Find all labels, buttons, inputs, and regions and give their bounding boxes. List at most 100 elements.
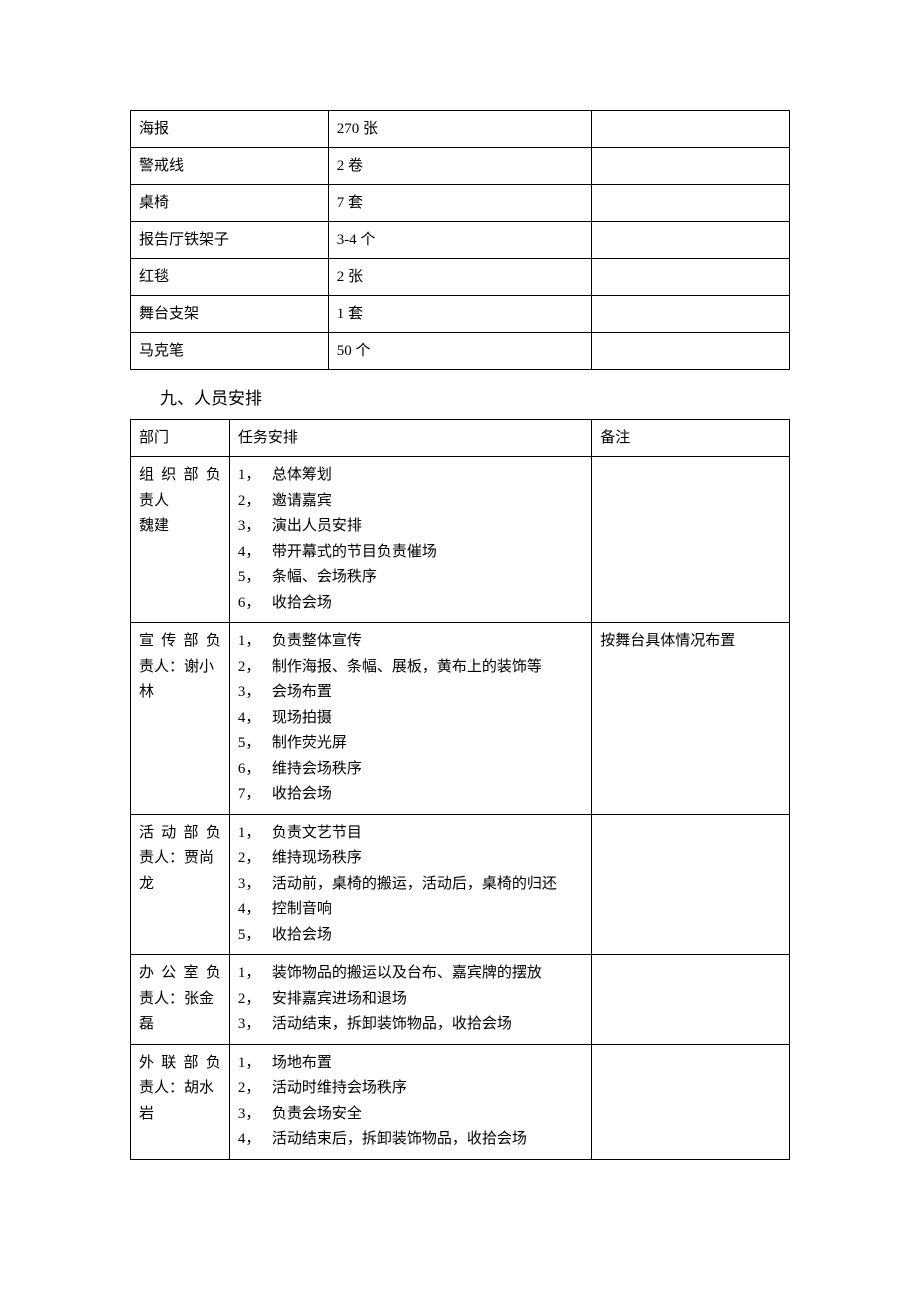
material-note-cell — [592, 111, 790, 148]
remark-cell: 按舞台具体情况布置 — [592, 623, 790, 815]
task-number: 2， — [238, 1076, 261, 1102]
table-row: 外联部负责人：胡水岩1，场地布置2，活动时维持会场秩序3，负责会场安全4，活动结… — [131, 1044, 790, 1159]
task-number: 3， — [238, 1012, 261, 1038]
list-item: 4， 带开幕式的节目负责催场 — [238, 540, 583, 566]
material-item-cell: 警戒线 — [131, 148, 329, 185]
dept-line: 磊 — [139, 1012, 221, 1038]
list-item: 1，场地布置 — [238, 1051, 583, 1077]
list-item: 3，演出人员安排 — [238, 514, 583, 540]
dept-line: 责人 — [139, 489, 221, 515]
table-row: 红毯2 张 — [131, 259, 790, 296]
dept-line: 宣传部负 — [139, 629, 221, 655]
task-number: 4， — [238, 540, 261, 566]
table-row: 警戒线2 卷 — [131, 148, 790, 185]
list-item: 6，维持会场秩序 — [238, 757, 583, 783]
list-item: 4，控制音响 — [238, 897, 583, 923]
dept-line: 外联部负 — [139, 1051, 221, 1077]
task-text: 活动结束，拆卸装饰物品，收拾会场 — [272, 1016, 512, 1032]
remark-cell — [592, 1044, 790, 1159]
material-item-cell: 马克笔 — [131, 333, 329, 370]
remark-cell — [592, 814, 790, 955]
material-qty-cell: 1 套 — [328, 296, 592, 333]
header-cell-tasks: 任务安排 — [229, 420, 591, 457]
task-number: 1， — [238, 961, 261, 987]
header-cell-remark: 备注 — [592, 420, 790, 457]
table-row: 宣传部负责人：谢小林1，负责整体宣传2，制作海报、条幅、展板，黄布上的装饰等3，… — [131, 623, 790, 815]
task-text: 维持现场秩序 — [272, 850, 362, 866]
task-list: 1， 装饰物品的搬运以及台布、嘉宾牌的摆放 2，安排嘉宾进场和退场3， 活动结束，拆卸… — [238, 961, 583, 1038]
remark-cell — [592, 955, 790, 1045]
dept-cell: 组织部负责人魏建 — [131, 457, 230, 623]
material-qty-cell: 3-4 个 — [328, 222, 592, 259]
list-item: 1， 负责整体宣传 — [238, 629, 583, 655]
table-row: 桌椅7 套 — [131, 185, 790, 222]
task-number: 2， — [238, 987, 261, 1013]
material-item-cell: 红毯 — [131, 259, 329, 296]
material-note-cell — [592, 296, 790, 333]
task-text: 负责文艺节目 — [272, 825, 362, 841]
task-number: 1， — [238, 629, 261, 655]
task-text: 制作海报、条幅、展板，黄布上的装饰等 — [272, 659, 542, 675]
list-item: 1，总体筹划 — [238, 463, 583, 489]
task-text: 控制音响 — [272, 901, 332, 917]
task-text: 收拾会场 — [272, 595, 332, 611]
list-item: 3， 活动结束，拆卸装饰物品，收拾会场 — [238, 1012, 583, 1038]
list-item: 7，收拾会场 — [238, 782, 583, 808]
dept-cell: 办公室负责人：张金磊 — [131, 955, 230, 1045]
table-row: 海报270 张 — [131, 111, 790, 148]
task-text: 维持会场秩序 — [272, 761, 362, 777]
table-row: 办公室负责人：张金磊 1， 装饰物品的搬运以及台布、嘉宾牌的摆放 2，安排嘉宾进场和退… — [131, 955, 790, 1045]
list-item: 3，活动前，桌椅的搬运，活动后，桌椅的归还 — [238, 872, 583, 898]
table-row: 马克笔50 个 — [131, 333, 790, 370]
tasks-cell: 1，场地布置2， 活动时维持会场秩序 3，负责会场安全4，活动结束后，拆卸装饰物品，… — [229, 1044, 591, 1159]
material-note-cell — [592, 222, 790, 259]
task-list: 1，场地布置2， 活动时维持会场秩序 3，负责会场安全4，活动结束后，拆卸装饰物品，… — [238, 1051, 583, 1153]
dept-line: 责人：谢小 — [139, 655, 221, 681]
task-text: 现场拍摄 — [272, 710, 332, 726]
list-item: 4，活动结束后，拆卸装饰物品，收拾会场 — [238, 1127, 583, 1153]
list-item: 2，安排嘉宾进场和退场 — [238, 987, 583, 1013]
list-item: 5， 制作荧光屏 — [238, 731, 583, 757]
material-item-cell: 海报 — [131, 111, 329, 148]
list-item: 2， 制作海报、条幅、展板，黄布上的装饰等 — [238, 655, 583, 681]
material-note-cell — [592, 148, 790, 185]
task-number: 4， — [238, 706, 261, 732]
task-text: 制作荧光屏 — [272, 735, 347, 751]
table-row: 活动部负责人：贾尚龙1，负责文艺节目2，维持现场秩序3，活动前，桌椅的搬运，活动… — [131, 814, 790, 955]
task-text: 负责整体宣传 — [272, 633, 362, 649]
material-item-cell: 报告厅铁架子 — [131, 222, 329, 259]
dept-line: 责人：贾尚 — [139, 846, 221, 872]
list-item: 1， 装饰物品的搬运以及台布、嘉宾牌的摆放 — [238, 961, 583, 987]
table-row: 舞台支架1 套 — [131, 296, 790, 333]
task-number: 5， — [238, 731, 261, 757]
personnel-table: 部门任务安排备注组织部负责人魏建1，总体筹划2，邀请嘉宾3，演出人员安排4，带开… — [130, 419, 790, 1160]
list-item: 3，负责会场安全 — [238, 1102, 583, 1128]
list-item: 2，邀请嘉宾 — [238, 489, 583, 515]
header-cell-dept: 部门 — [131, 420, 230, 457]
task-text: 活动时维持会场秩序 — [272, 1080, 407, 1096]
task-number: 5， — [238, 923, 261, 949]
task-text: 活动结束后，拆卸装饰物品，收拾会场 — [272, 1131, 527, 1147]
dept-line: 责人：张金 — [139, 987, 221, 1013]
material-qty-cell: 50 个 — [328, 333, 592, 370]
task-list: 1，负责文艺节目2，维持现场秩序3，活动前，桌椅的搬运，活动后，桌椅的归还4，控… — [238, 821, 583, 949]
task-number: 3， — [238, 1102, 261, 1128]
list-item: 2，维持现场秩序 — [238, 846, 583, 872]
task-text: 带开幕式的节目负责催场 — [272, 544, 437, 560]
material-note-cell — [592, 259, 790, 296]
list-item: 6，收拾会场 — [238, 591, 583, 617]
task-list: 1，总体筹划2，邀请嘉宾3，演出人员安排4，带开幕式的节目负责催场5，条幅、会场… — [238, 463, 583, 616]
dept-line: 龙 — [139, 872, 221, 898]
section-heading-personnel: 九、人员安排 — [160, 384, 790, 409]
task-text: 活动前，桌椅的搬运，活动后，桌椅的归还 — [272, 876, 557, 892]
task-text: 装饰物品的搬运以及台布、嘉宾牌的摆放 — [272, 965, 542, 981]
task-number: 7， — [238, 782, 261, 808]
task-text: 邀请嘉宾 — [272, 493, 332, 509]
task-number: 2， — [238, 655, 261, 681]
task-text: 总体筹划 — [272, 467, 332, 483]
table-row: 组织部负责人魏建 1，总体筹划2，邀请嘉宾3，演出人员安排4， 带开幕式的节目负责催… — [131, 457, 790, 623]
list-item: 4， 现场拍摄 — [238, 706, 583, 732]
task-text: 演出人员安排 — [272, 518, 362, 534]
dept-line: 林 — [139, 680, 221, 706]
task-text: 场地布置 — [272, 1055, 332, 1071]
